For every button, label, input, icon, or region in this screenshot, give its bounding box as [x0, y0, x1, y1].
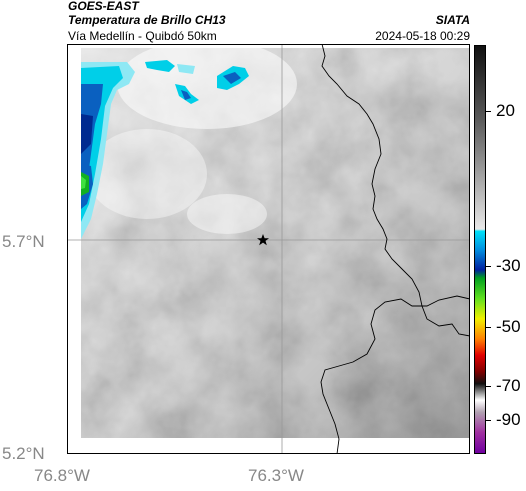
colorbar-tick-minus-70 [486, 386, 491, 387]
colorbar-label-minus-90: -90 [496, 410, 521, 429]
colorbar-label-minus-30: -30 [496, 256, 521, 275]
colorbar-tick-minus-50 [486, 327, 491, 328]
organization-label: SIATA [435, 13, 470, 27]
lon-label-76-3: 76.3°W [248, 466, 304, 485]
colorbar-label-minus-70: -70 [496, 376, 521, 395]
map-canvas [67, 44, 470, 454]
colorbar-tick-minus-30 [486, 266, 491, 267]
lon-label-76-8: 76.8°W [34, 466, 90, 485]
region-label: Vía Medellín - Quibdó 50km [68, 29, 217, 43]
product-title: Temperatura de Brillo CH13 [68, 13, 226, 27]
satellite-title: GOES-EAST [68, 0, 139, 13]
department-borders [320, 44, 470, 454]
map-frame [67, 44, 470, 454]
datetime-label: 2024-05-18 00:29 [375, 29, 470, 43]
colorbar-tick-minus-90 [486, 420, 491, 421]
colorbar [474, 45, 486, 454]
cold-cloud-tops [81, 60, 249, 239]
colorbar-label-minus-50: -50 [496, 317, 521, 336]
graticule [67, 44, 470, 454]
lat-label-5-7: 5.7°N [2, 232, 45, 251]
lat-label-5-2: 5.2°N [2, 444, 45, 463]
colorbar-label-20: 20 [496, 101, 515, 120]
star-marker [257, 234, 269, 246]
colorbar-tick-20 [486, 111, 491, 112]
